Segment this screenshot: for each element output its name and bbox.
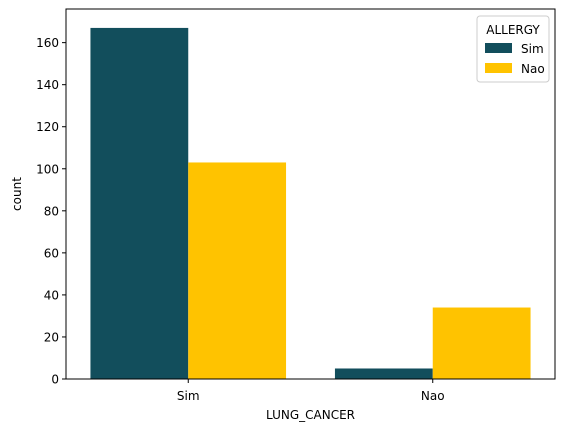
y-tick-label: 100 xyxy=(36,162,59,176)
bars xyxy=(90,27,531,380)
bar-sim-sim xyxy=(90,27,189,380)
legend-label: Nao xyxy=(521,62,545,76)
y-axis-label: count xyxy=(10,177,24,211)
bar-nao-sim xyxy=(188,162,287,379)
y-tick-label: 160 xyxy=(36,36,59,50)
x-axis-label: LUNG_CANCER xyxy=(266,408,355,422)
y-axis: 0 20 40 60 80 100 120 140 160 xyxy=(36,36,66,387)
x-axis: Sim Nao xyxy=(177,379,445,403)
bar-nao-nao xyxy=(432,307,531,379)
y-tick-label: 20 xyxy=(44,330,59,344)
legend-items: Sim Nao xyxy=(485,42,545,76)
y-tick-label: 120 xyxy=(36,120,59,134)
y-tick-label: 40 xyxy=(44,288,59,302)
y-tick-label: 0 xyxy=(51,373,59,387)
bar-sim-nao xyxy=(334,368,433,379)
y-tick-label: 80 xyxy=(44,204,59,218)
plot-frame xyxy=(65,8,556,380)
x-tick-label: Nao xyxy=(421,389,445,403)
legend: ALLERGY Sim Nao xyxy=(476,15,550,83)
y-tick-label: 60 xyxy=(44,246,59,260)
y-tick-label: 140 xyxy=(36,78,59,92)
legend-swatch xyxy=(485,43,512,53)
x-tick-label: Sim xyxy=(177,389,200,403)
legend-title: ALLERGY xyxy=(486,23,540,37)
legend-swatch xyxy=(485,63,512,73)
legend-label: Sim xyxy=(521,42,544,56)
